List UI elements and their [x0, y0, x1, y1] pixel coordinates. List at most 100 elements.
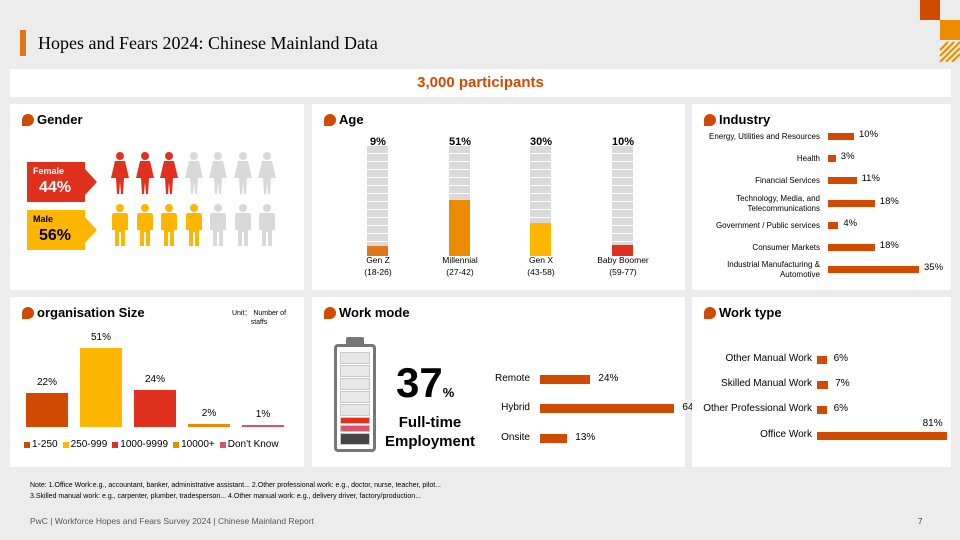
legend-item: Don't Know [219, 439, 279, 450]
work-type-label: Office Work [760, 429, 812, 440]
caption-line2: Employment [384, 433, 475, 450]
industry-value: 18% [879, 240, 899, 251]
age-column-fill [612, 245, 633, 256]
gender-panel: Gender Female 44% Male 56% [10, 104, 304, 290]
work-mode-label: Remote [494, 373, 530, 384]
age-group-range: (43-58) [527, 267, 555, 277]
age-group-range: (59-77) [609, 267, 637, 277]
age-group-range: (27-42) [446, 267, 474, 277]
org-size-bar [242, 425, 284, 427]
legend-label: 10000+ [181, 439, 215, 450]
work-type-label: Skilled Manual Work [721, 378, 812, 389]
org-size-value: 1% [255, 409, 271, 420]
legend-label: Don't Know [227, 439, 279, 450]
work-type-title-text: Work type [719, 305, 782, 320]
caption-line1: Full-time [398, 414, 462, 431]
note-line-1: Note: 1.Office Work:e.g., accountant, ba… [30, 482, 442, 489]
title-accent-bar [20, 30, 26, 56]
battery-cell [340, 417, 370, 424]
male-person-icon [210, 204, 226, 246]
footer-text: PwC | Workforce Hopes and Fears Survey 2… [30, 516, 314, 526]
battery-cell [340, 404, 370, 416]
legend-label: 1000-9999 [120, 439, 169, 450]
female-person-icon [135, 152, 154, 194]
male-person-icon [136, 204, 153, 246]
work-mode-value: 13% [575, 432, 596, 443]
gender-title-text: Gender [37, 112, 83, 127]
age-group-name: Millennial [442, 255, 478, 265]
work-type-title: Work type [704, 305, 782, 320]
org-size-value: 51% [90, 331, 111, 343]
legend-label: 250-999 [70, 439, 108, 450]
male-person-icon [112, 204, 128, 246]
fulltime-caption: Full-time Employment [378, 413, 482, 451]
org-size-bar [188, 423, 230, 427]
pin-icon [22, 113, 34, 126]
work-mode-bar [540, 404, 675, 413]
work-type-bar [817, 356, 827, 364]
page-title: Hopes and Fears 2024: Chinese Mainland D… [38, 33, 378, 53]
work-type-label: Other Manual Work [725, 353, 812, 364]
work-type-panel: Work type Other Manual Work 6% Skilled Man… [692, 297, 951, 467]
age-pct-label: 9% [370, 136, 386, 148]
age-pct-label: 10% [611, 136, 635, 148]
pin-icon [704, 306, 716, 319]
battery-cell [340, 391, 370, 403]
age-column-fill [530, 223, 551, 256]
industry-label: Energy, Utilities and Resources [708, 132, 820, 141]
work-type-value: 6% [833, 353, 849, 364]
female-person-icon [233, 152, 252, 194]
age-column-fill [449, 199, 470, 256]
age-column-fill [367, 246, 388, 256]
female-person-icon [209, 152, 227, 194]
male-icon-row [110, 204, 290, 248]
work-mode-title: Work mode [324, 305, 410, 320]
work-type-bar [817, 381, 829, 389]
female-icon-row [110, 152, 290, 196]
male-label: Male [33, 214, 54, 224]
legend-item: 1-250 [24, 439, 58, 450]
work-mode-bar [540, 375, 591, 384]
age-column [530, 146, 551, 256]
legend-item: 250-999 [62, 439, 108, 450]
work-type-bar [817, 432, 947, 440]
big-number-value: 37 [396, 359, 443, 406]
industry-label: Industrial Manufacturing & Automotive [727, 260, 820, 279]
legend-item: 1000-9999 [112, 439, 168, 450]
female-arrow [85, 169, 97, 195]
legend-swatch [24, 441, 30, 448]
battery-icon-cap [346, 337, 364, 344]
age-group-name: Gen Z [366, 255, 390, 265]
industry-value: 10% [859, 129, 879, 140]
legend-swatch [62, 441, 69, 448]
male-arrow [85, 217, 97, 243]
pin-icon [704, 113, 716, 126]
female-person-icon [111, 152, 129, 194]
female-label: Female [33, 166, 65, 176]
battery-icon [334, 344, 376, 452]
org-size-value: 22% [36, 376, 57, 388]
male-person-icon [185, 204, 202, 246]
age-group-name: Baby Boomer [597, 255, 649, 265]
battery-cell [340, 352, 370, 364]
big-number: 37% [396, 359, 454, 407]
age-column [612, 146, 633, 256]
industry-value: 11% [861, 173, 880, 184]
age-title-text: Age [339, 112, 364, 127]
pin-icon [324, 306, 336, 319]
legend-label: 1-250 [32, 439, 58, 450]
age-title: Age [324, 112, 364, 127]
male-person-icon [259, 204, 275, 246]
org-size-bar [134, 389, 176, 427]
note-line-2: 3.Skilled manual work: e.g., carpenter, … [30, 493, 422, 500]
industry-title-text: Industry [719, 112, 771, 127]
male-person-icon [161, 204, 177, 246]
age-pct-label: 51% [448, 136, 472, 148]
industry-bar [828, 222, 839, 229]
industry-label: Consumer Markets [752, 243, 820, 252]
legend-swatch [173, 441, 180, 448]
page-number: 7 [918, 517, 923, 526]
legend-item: 10000+ [173, 439, 215, 450]
industry-label: Government / Public services [715, 221, 820, 230]
work-type-bar [817, 406, 827, 414]
